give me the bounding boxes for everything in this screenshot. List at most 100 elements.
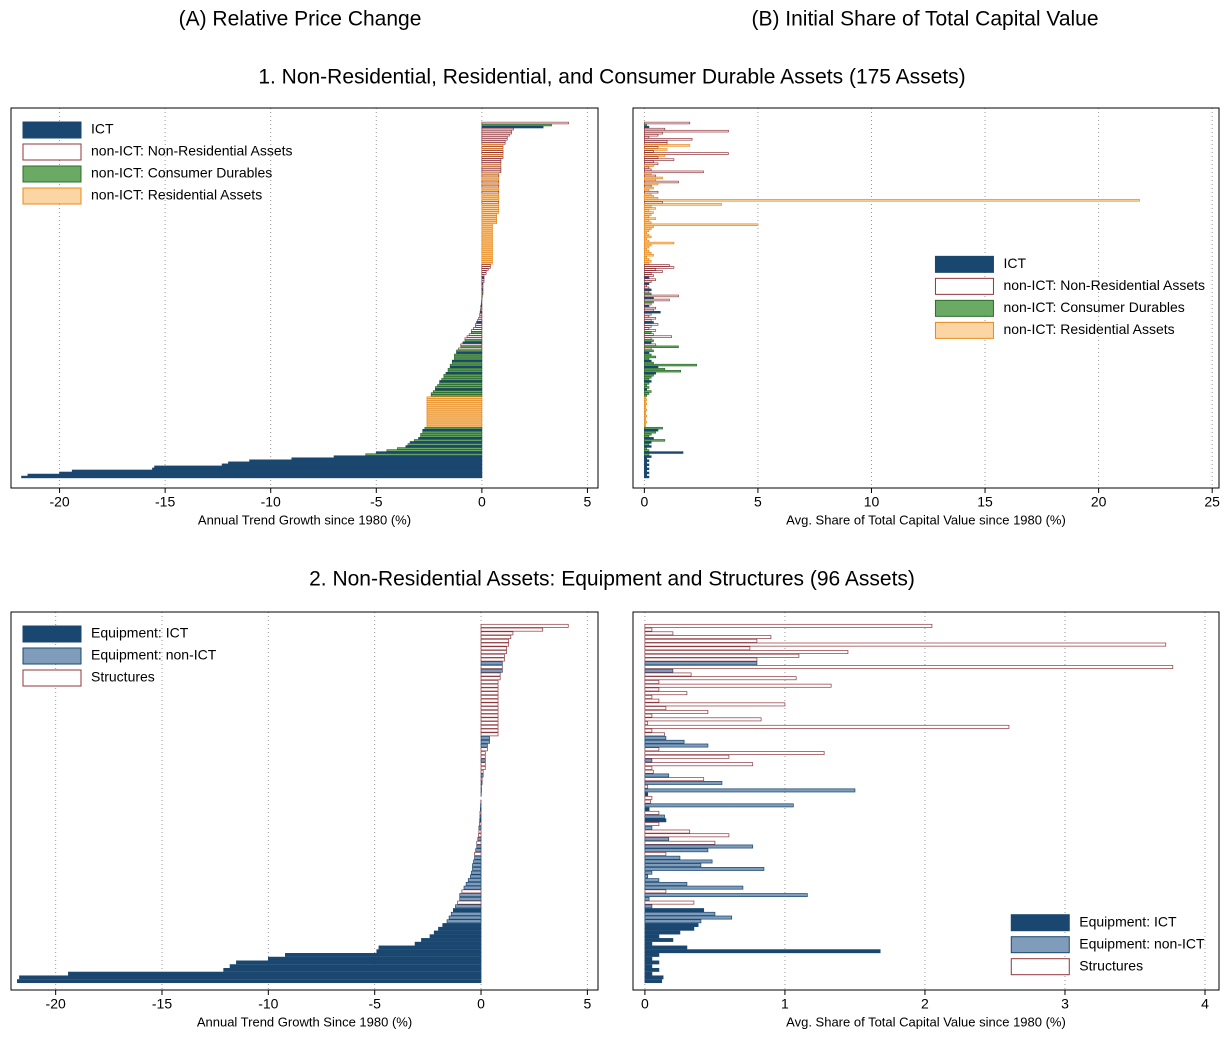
bar xyxy=(19,975,482,980)
bar xyxy=(644,138,693,141)
bar xyxy=(480,683,499,688)
bar xyxy=(481,136,508,139)
bar xyxy=(644,455,652,458)
bar xyxy=(644,229,650,233)
x-tick-label: 3 xyxy=(1061,996,1069,1012)
bar xyxy=(644,788,856,793)
bar xyxy=(644,441,652,444)
bar xyxy=(644,382,650,385)
bar xyxy=(481,233,493,237)
x-axis-label: Avg. Share of Total Capital Value since … xyxy=(786,512,1066,527)
bar xyxy=(422,428,483,432)
bar xyxy=(644,172,652,176)
bar xyxy=(644,695,653,699)
bar xyxy=(481,182,500,186)
bar xyxy=(644,374,654,377)
legend-label: Structures xyxy=(91,669,155,685)
legend-label: Equipment: non-ICT xyxy=(91,647,217,663)
bar xyxy=(644,433,652,436)
bar xyxy=(644,724,1010,729)
bar xyxy=(447,369,483,373)
bar xyxy=(644,188,650,192)
bar xyxy=(644,280,652,283)
bar xyxy=(644,881,688,886)
bar xyxy=(481,142,506,145)
bar xyxy=(644,284,647,287)
bar xyxy=(481,225,493,228)
bar xyxy=(470,329,483,332)
bar xyxy=(405,445,483,448)
bar xyxy=(413,439,483,442)
bar xyxy=(644,394,647,397)
bar xyxy=(644,837,670,841)
bar xyxy=(473,859,482,864)
plot-frame xyxy=(10,107,599,489)
bar xyxy=(481,252,493,255)
x-tick-label: -10 xyxy=(258,996,278,1012)
bar xyxy=(481,164,502,167)
bar xyxy=(644,288,652,292)
bar xyxy=(378,945,482,950)
bar xyxy=(479,313,483,316)
bar xyxy=(644,439,666,442)
bar xyxy=(644,713,653,718)
bar xyxy=(481,280,485,283)
bar xyxy=(644,209,650,212)
bar xyxy=(481,249,493,253)
bar xyxy=(644,180,679,184)
bar xyxy=(644,445,652,448)
bar xyxy=(644,676,797,681)
bar xyxy=(450,911,482,916)
bar xyxy=(249,459,483,462)
bar xyxy=(644,650,849,654)
bar xyxy=(457,900,482,905)
x-tick-label: 5 xyxy=(584,494,592,510)
bar xyxy=(475,323,483,326)
x-tick-label: -15 xyxy=(155,494,175,510)
bar xyxy=(644,292,652,296)
legend-label: non-ICT: Residential Assets xyxy=(1003,321,1174,337)
bar xyxy=(644,406,646,410)
bar xyxy=(480,777,483,782)
bar xyxy=(644,426,663,430)
bar xyxy=(480,695,499,699)
bar xyxy=(644,657,758,662)
bar xyxy=(644,465,647,469)
bar xyxy=(223,967,482,972)
x-tick-label: 25 xyxy=(1204,494,1220,510)
bar xyxy=(644,227,652,231)
bar xyxy=(644,428,659,432)
bar xyxy=(480,680,499,684)
bar xyxy=(644,926,695,931)
bar xyxy=(644,979,663,984)
bar xyxy=(644,300,654,304)
section-title: 1. Non-Residential, Residential, and Con… xyxy=(258,66,965,89)
bar xyxy=(439,380,483,383)
bar xyxy=(644,270,663,273)
bar xyxy=(644,825,653,830)
bar xyxy=(644,398,647,401)
bar xyxy=(229,964,482,969)
bar xyxy=(480,302,483,306)
bar xyxy=(481,123,552,127)
bar xyxy=(644,335,672,338)
bar xyxy=(481,146,504,149)
bar xyxy=(644,408,647,412)
bar xyxy=(481,134,510,137)
x-tick-label: -20 xyxy=(46,996,66,1012)
bar xyxy=(644,235,652,239)
bar xyxy=(481,282,484,285)
bar xyxy=(644,146,659,149)
bar xyxy=(644,769,654,774)
bar xyxy=(644,754,730,759)
bar xyxy=(644,247,647,251)
bar xyxy=(474,855,482,860)
panel: 0 1 2 3 4 Avg. Share of Total Capital Value s… xyxy=(632,611,1220,1029)
x-tick-label: -10 xyxy=(261,494,281,510)
bar xyxy=(644,341,652,344)
bar xyxy=(480,631,514,636)
x-axis-label: Avg. Share of Total Capital Value since … xyxy=(786,1014,1066,1029)
bar xyxy=(481,278,485,281)
bar xyxy=(644,642,1167,647)
bar xyxy=(480,773,484,778)
